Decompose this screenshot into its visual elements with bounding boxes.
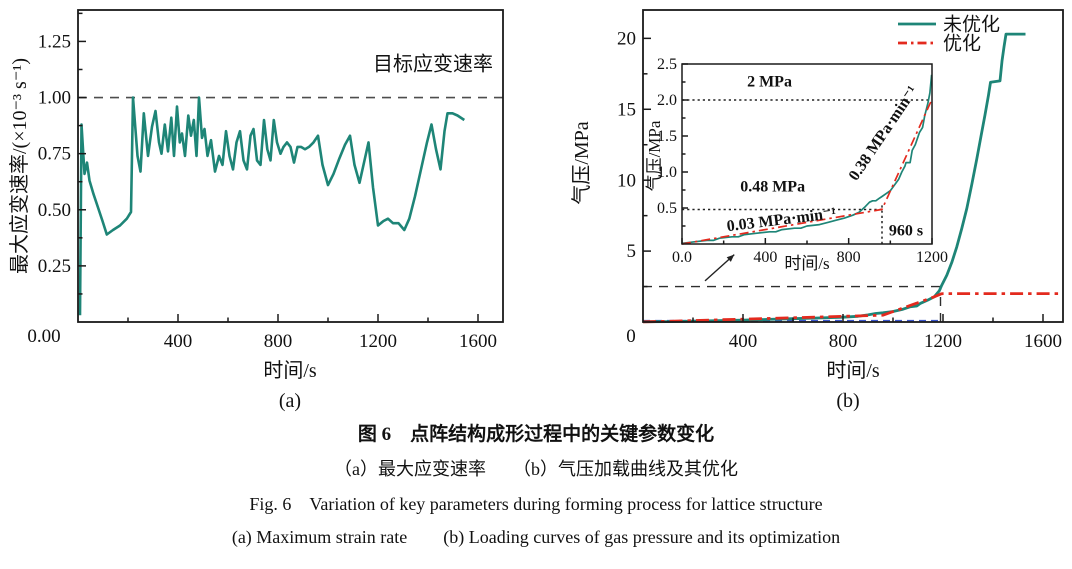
panel-b-xaxis-label: 时间/s: [826, 359, 880, 382]
panel-b-inset-annotation: 0.48 MPa: [740, 178, 805, 195]
figure-panels: 400 800 1200 1600 0.25 0.50 0.75 1.00 1.25 0.00 时间…: [8, 9, 1064, 412]
panel-b-inset-ytick-label: 2.0: [657, 92, 677, 109]
panel-b-origin-label: 0: [626, 326, 636, 347]
panel-a-series-0: [78, 96, 466, 316]
caption-cn-title: 图 6 点阵结构成形过程中的关键参数变化: [357, 424, 715, 445]
panel-b-xtick-label: 800: [829, 331, 858, 352]
panel-b-inset-ytick-label: 2.5: [657, 56, 677, 73]
caption-en-subtitles: (a) Maximum strain rate (b) Loading curv…: [231, 527, 841, 547]
panel-b-ytick-label: 15: [617, 99, 636, 120]
inset-pointer-arrowhead: [726, 254, 735, 262]
panel-b-inset-annotation: 960 s: [889, 222, 923, 239]
panel-a-panel-label: (a): [279, 390, 301, 412]
panel-b-inset-background: [682, 64, 932, 244]
panel-b-ytick-label: 10: [617, 170, 636, 191]
panel-b-inset-series-1: [681, 98, 933, 245]
panel-b-xtick-label: 400: [729, 331, 758, 352]
panel-a-chart: 400 800 1200 1600 0.25 0.50 0.75 1.00 1.25 0.00 时间…: [8, 9, 504, 412]
panel-b-inset-xtick-label: 800: [837, 249, 861, 266]
caption-cn-subtitles: （a）最大应变速率 （b）气压加载曲线及其优化: [334, 459, 738, 479]
panel-b-xtick-label: 1600: [1024, 331, 1062, 352]
panel-a-xtick-label: 800: [264, 331, 293, 352]
panel-b-chart: 400 800 1200 1600 5 10 15 20 0 时间/s 气压/MPa (b) 未优化优化…: [570, 9, 1064, 412]
panel-b-inset-group: 0.0 400 800 1200 0.5 1.0 1.5 2.0 2.5 时间/s 气压/MPa 2 …: [645, 56, 948, 273]
panel-b-ytick-label: 20: [617, 28, 636, 49]
panel-b-inset-annotation: 2 MPa: [747, 73, 792, 90]
panel-a-ytick-label: 0.25: [38, 256, 71, 277]
panel-a-group: 400 800 1200 1600 0.25 0.50 0.75 1.00 1.25 0.00 时间…: [8, 9, 504, 412]
panel-a-xtick-label: 400: [164, 331, 193, 352]
caption-en-title: Fig. 6 Variation of key parameters durin…: [249, 494, 823, 514]
panel-b-xtick-label: 1200: [924, 331, 962, 352]
panel-b-inset-xtick-label: 400: [753, 249, 777, 266]
panel-a-xtick-label: 1600: [459, 331, 497, 352]
panel-b-inset-xtick-label: 0.0: [672, 249, 692, 266]
panel-b-inset-xaxis-label: 时间/s: [784, 254, 829, 273]
panel-a-ytick-label: 0.50: [38, 200, 71, 221]
panel-b-frame: [642, 9, 1064, 323]
panel-b-inset-yaxis-label: 气压/MPa: [645, 120, 664, 191]
panel-b-inset-xtick-label: 1200: [916, 249, 948, 266]
panel-a-ytick-label: 1.25: [38, 32, 71, 53]
panel-b-ytick-label: 5: [627, 241, 637, 262]
panel-b-yaxis-label: 气压/MPa: [570, 121, 593, 204]
panel-a-annotation: 目标应变速率: [373, 53, 493, 76]
panel-b-series-0: [642, 32, 1026, 324]
panel-b-inset-series-0: [681, 74, 933, 245]
panel-a-yaxis-label: 最大应变速率/(×10⁻³ s⁻¹): [8, 58, 31, 274]
panel-a-ytick-label: 1.00: [38, 88, 71, 109]
panel-a-xtick-label: 1200: [359, 331, 397, 352]
legend-label: 优化: [943, 32, 981, 54]
panel-b-panel-label: (b): [836, 390, 859, 412]
panel-b-inset-ytick-label: 0.5: [657, 200, 677, 217]
panel-a-ytick-label: 0.75: [38, 144, 71, 165]
panel-b-inset-ytick-label: 1.5: [657, 128, 677, 145]
panel-a-xaxis-label: 时间/s: [263, 359, 317, 382]
legend-label: 未优化: [943, 13, 1000, 35]
panel-b-inset-ytick-label: 1.0: [657, 164, 677, 181]
panel-b-series-1: [642, 292, 1063, 324]
panel-a-frame: [77, 9, 504, 323]
panel-a-origin-label: 0.00: [27, 326, 60, 347]
